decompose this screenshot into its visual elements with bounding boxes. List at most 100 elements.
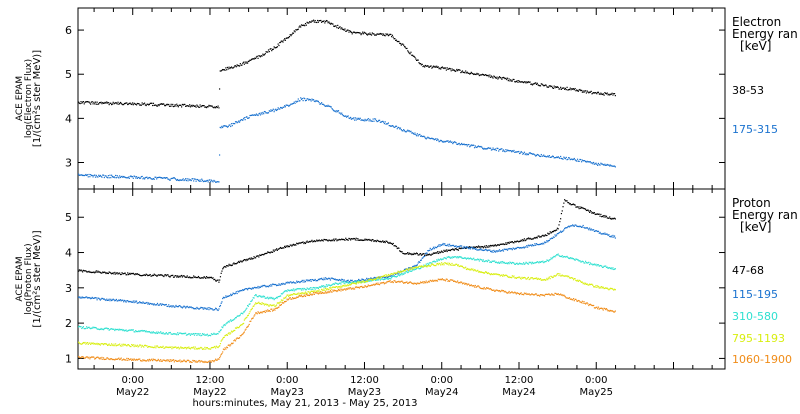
proton-series-point	[417, 254, 419, 256]
electron-series-point	[264, 111, 266, 113]
proton-series-point	[414, 264, 416, 267]
proton-series-point	[318, 286, 320, 288]
proton-series-point	[160, 274, 162, 276]
proton-series-point	[448, 249, 450, 251]
proton-series-point	[385, 274, 387, 276]
proton-series-point	[559, 294, 561, 296]
electron-series-point	[385, 123, 387, 125]
proton-series-point	[244, 318, 246, 320]
electron-series-point	[309, 99, 311, 101]
electron-series-point	[297, 98, 299, 100]
electron-series-point	[584, 90, 586, 92]
proton-series-point	[472, 248, 474, 250]
proton-series-point	[512, 262, 514, 264]
proton-series-point	[255, 294, 258, 296]
electron-series-point	[194, 105, 196, 107]
proton-series-point	[494, 273, 497, 275]
proton-series-point	[440, 251, 442, 253]
proton-series-point	[91, 342, 93, 345]
proton-series-point	[487, 249, 489, 251]
electron-series-point	[453, 141, 455, 144]
proton-series-point	[343, 288, 345, 290]
proton-series-point	[317, 287, 320, 290]
proton-series-point	[523, 240, 525, 242]
proton-series-point	[251, 257, 253, 259]
proton-series-point	[105, 342, 107, 345]
proton-series-point	[383, 274, 385, 277]
proton-series-point	[174, 306, 176, 308]
proton-series-point	[605, 287, 608, 289]
proton-series-point	[193, 332, 195, 335]
proton-series-point	[138, 358, 140, 360]
electron-series-point	[521, 151, 523, 154]
electron-series-point	[533, 153, 535, 155]
proton-series-point	[259, 286, 262, 288]
proton-series-point	[226, 346, 228, 348]
electron-series-point	[102, 101, 104, 104]
proton-series-point	[94, 297, 96, 299]
proton-series-point	[160, 332, 163, 334]
proton-series-point	[486, 246, 489, 248]
electron-series-point	[538, 84, 540, 87]
proton-series-point	[556, 274, 558, 276]
proton-series-point	[143, 302, 145, 304]
proton-series-point	[572, 277, 574, 279]
electron-series-point	[537, 84, 539, 86]
proton-series-point	[168, 332, 170, 334]
proton-series-point	[222, 351, 224, 353]
proton-series-point	[177, 360, 179, 362]
electron-series-point	[405, 47, 407, 50]
proton-series-point	[522, 247, 524, 249]
proton-series-point	[538, 278, 540, 280]
proton-series-point	[251, 258, 254, 260]
electron-series-point	[285, 104, 287, 106]
proton-series-point	[390, 278, 392, 280]
electron-series-point	[448, 68, 450, 70]
electron-series-point	[317, 19, 319, 22]
proton-series-point	[374, 240, 376, 242]
proton-series-point	[286, 282, 288, 284]
proton-series-point	[327, 284, 329, 286]
proton-series-point	[523, 246, 525, 248]
electron-series-point	[176, 179, 178, 182]
proton-series-point	[387, 281, 389, 283]
electron-series-point	[229, 67, 231, 70]
proton-series-point	[547, 259, 549, 262]
proton-series-point	[479, 258, 481, 260]
proton-series-point	[226, 334, 228, 336]
proton-series-point	[257, 296, 259, 298]
proton-series-point	[99, 344, 101, 346]
electron-series-point	[556, 156, 559, 159]
electron-series-point	[374, 34, 376, 36]
proton-series-point	[519, 247, 521, 249]
proton-series-point	[199, 361, 201, 363]
electron-series-point	[527, 81, 530, 83]
proton-series-point	[152, 346, 155, 349]
proton-series-point	[236, 337, 238, 339]
electron-series-point	[252, 58, 254, 60]
proton-series-point	[246, 316, 248, 318]
proton-series-point	[377, 282, 379, 284]
proton-series-point	[271, 305, 273, 307]
electron-series-point	[86, 101, 89, 103]
proton-series-point	[144, 274, 146, 277]
electron-series-point	[234, 123, 236, 125]
electron-series-point	[99, 174, 101, 177]
proton-series-point	[373, 277, 375, 279]
electron-series-point	[89, 102, 91, 104]
electron-series-point	[95, 103, 97, 105]
proton-series-point	[328, 291, 330, 294]
proton-series-point	[305, 293, 307, 295]
electron-series-point	[312, 99, 314, 101]
proton-series-point	[370, 278, 373, 280]
proton-series-point	[432, 280, 435, 282]
electron-series-point	[275, 108, 277, 110]
proton-series-point	[613, 311, 616, 313]
proton-series-point	[239, 314, 241, 316]
electron-series-point	[548, 155, 550, 157]
proton-series-point	[339, 239, 341, 241]
proton-series-point	[264, 252, 266, 255]
proton-series-point	[465, 282, 467, 285]
electron-series-point	[411, 54, 413, 56]
proton-series-point	[389, 274, 391, 276]
